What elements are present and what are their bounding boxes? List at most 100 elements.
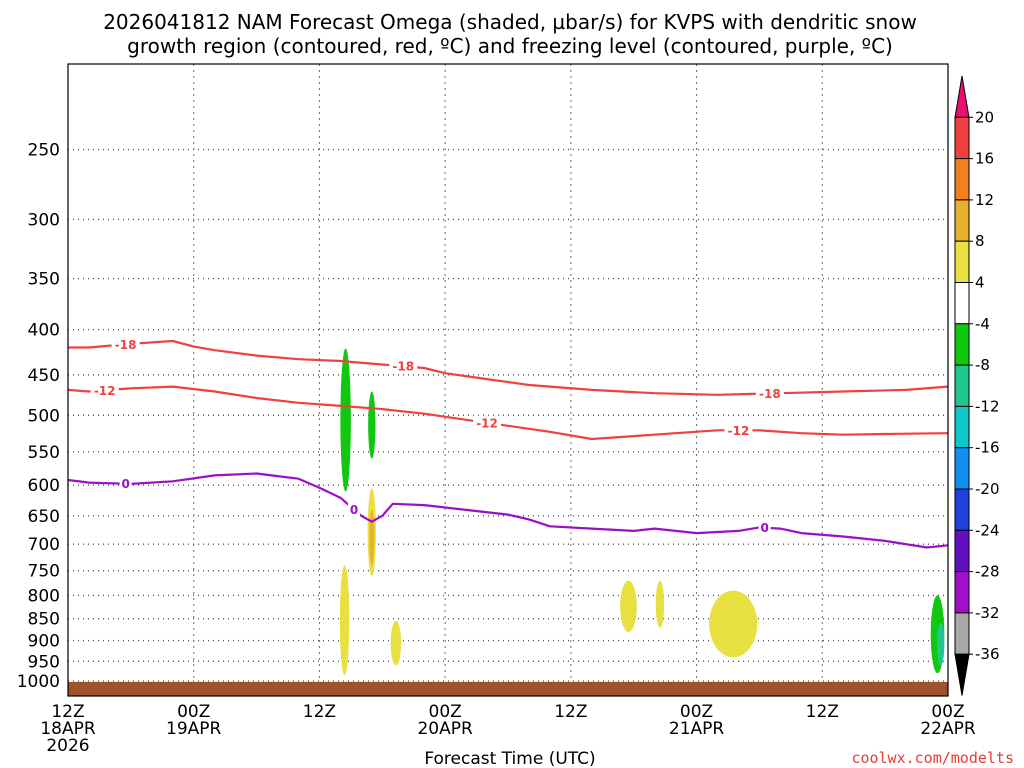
y-tick-label-950: 950 [28, 652, 60, 672]
y-tick-label-300: 300 [28, 210, 60, 230]
contour-label-0-2: 0 [760, 521, 768, 535]
omega-region-lift-core-3 [937, 623, 945, 666]
contour-label-0-0: 0 [121, 477, 129, 491]
contour-label-bg-0-2 [758, 520, 771, 535]
y-tick-label-650: 650 [28, 507, 60, 527]
chart-title-line2: growth region (contoured, red, ºC) and f… [127, 34, 893, 58]
x-tick-label-0-0: 12Z [51, 702, 84, 722]
terrain-ground [68, 681, 948, 696]
colorbar-label-16: 16 [975, 150, 994, 168]
colorbar-label-20: 20 [975, 108, 994, 126]
contour-label--18-1: -18 [392, 360, 414, 374]
omega-region-sink-5 [655, 580, 665, 628]
contour-label--12-0: -12 [94, 384, 116, 398]
y-tick-label-700: 700 [28, 535, 60, 555]
omega-region-lift-strong-2 [368, 391, 376, 459]
contour-line--18 [68, 339, 949, 396]
contour-label-bg--12-2 [724, 423, 753, 438]
x-tick-label-2-0: 12Z [303, 702, 336, 722]
x-tick-label-0-1: 18APR [40, 719, 96, 739]
terrain-band [68, 681, 948, 696]
contour-label-0-1: 0 [350, 503, 358, 517]
x-tick-label-0-2: 2026 [46, 736, 89, 756]
colorbar-label--12: -12 [975, 397, 1000, 415]
colorbar-swatch-12 [954, 571, 970, 614]
contour-label-bg--12-1 [473, 415, 502, 430]
credit-text: coolwx.com/modelts [851, 749, 1014, 767]
omega-region-sink-6 [709, 590, 758, 658]
colorbar-label--20: -20 [975, 480, 1000, 498]
contour-lines: -18 -18 -18 -12 -12 -12 0 0 0 [67, 337, 949, 549]
x-tick-label-4-0: 12Z [554, 702, 587, 722]
contour-label-bg--18-2 [755, 386, 784, 401]
x-tick-label-7-1: 22APR [920, 719, 976, 739]
contour-label-bg--18-1 [389, 359, 418, 374]
y-tick-label-800: 800 [28, 586, 60, 606]
x-tick-label-7-0: 00Z [931, 702, 964, 722]
y-tick-label-750: 750 [28, 562, 60, 582]
x-tick-label-6-0: 12Z [806, 702, 839, 722]
y-tick-label-250: 250 [28, 141, 60, 161]
contour-label-bg--12-0 [90, 383, 119, 398]
colorbar-swatch-1 [954, 116, 970, 160]
contour-label-bg-0-1 [348, 502, 360, 517]
y-tick-label-600: 600 [28, 476, 60, 496]
colorbar-swatch-3 [954, 199, 970, 242]
grid [68, 64, 948, 696]
omega-region-sink-2 [339, 565, 350, 676]
colorbar-swatch-10 [954, 488, 970, 531]
colorbar-label-12: 12 [975, 191, 994, 209]
omega-region-lift-strong-1 [340, 348, 351, 492]
x-tick-label-3-1: 20APR [417, 719, 473, 739]
omega-region-sink-4 [620, 580, 637, 632]
colorbar-label--4: -4 [975, 315, 990, 333]
colorbar-label--16: -16 [975, 439, 1000, 457]
contour-label--18-0: -18 [115, 338, 137, 352]
y-tick-label-350: 350 [28, 270, 60, 290]
contour-label-bg-0-0 [119, 476, 132, 491]
y-tick-label-850: 850 [28, 610, 60, 630]
y-tick-label-900: 900 [28, 632, 60, 652]
colorbar-label--24: -24 [975, 521, 1000, 539]
omega-region-sink-3 [390, 620, 402, 666]
colorbar-label--32: -32 [975, 604, 1000, 622]
contour-label-bg--18-0 [111, 337, 140, 352]
contour-label--12-2: -12 [728, 424, 750, 438]
colorbar-top-triangle [954, 75, 970, 118]
colorbar-swatch-9 [954, 447, 970, 490]
omega-region-sink-1-core [369, 509, 375, 566]
x-tick-label-5-0: 00Z [680, 702, 713, 722]
colorbar-swatch-4 [954, 240, 970, 283]
colorbar-swatch-6 [954, 323, 970, 366]
y-tick-label-450: 450 [28, 366, 60, 386]
colorbar-swatch-2 [954, 158, 970, 201]
colorbar-swatch-8 [954, 405, 970, 449]
omega-shading [339, 348, 945, 676]
colorbar: 20 16 12 8 4 -4 -8 -12 -16 -20 -24 -28 -32 -36 [954, 75, 1000, 696]
y-tick-label-1000: 1000 [17, 672, 60, 692]
colorbar-label--28: -28 [975, 563, 1000, 581]
chart-title-line1: 2026041812 NAM Forecast Omega (shaded, µ… [103, 10, 917, 34]
x-tick-label-1-1: 19APR [166, 719, 222, 739]
contour-label--12-1: -12 [476, 416, 498, 430]
colorbar-bottom-triangle [954, 653, 970, 696]
y-axis-ticks: 2503003504004505005506006507007508008509… [17, 141, 60, 692]
y-tick-label-550: 550 [28, 443, 60, 463]
y-tick-label-500: 500 [28, 406, 60, 426]
contour-line-0 [67, 472, 949, 549]
x-tick-label-1-0: 00Z [177, 702, 210, 722]
colorbar-label--36: -36 [975, 645, 1000, 663]
colorbar-label-8: 8 [975, 232, 985, 250]
x-tick-label-5-1: 21APR [669, 719, 725, 739]
colorbar-swatch-5 [954, 282, 970, 325]
plot-frame [67, 63, 949, 697]
y-tick-label-400: 400 [28, 321, 60, 341]
colorbar-swatch-13 [954, 612, 970, 655]
x-axis-label: Forecast Time (UTC) [424, 749, 595, 768]
contour-line--12 [67, 385, 949, 441]
contour-label--18-2: -18 [759, 387, 781, 401]
colorbar-swatch-7 [954, 364, 970, 407]
